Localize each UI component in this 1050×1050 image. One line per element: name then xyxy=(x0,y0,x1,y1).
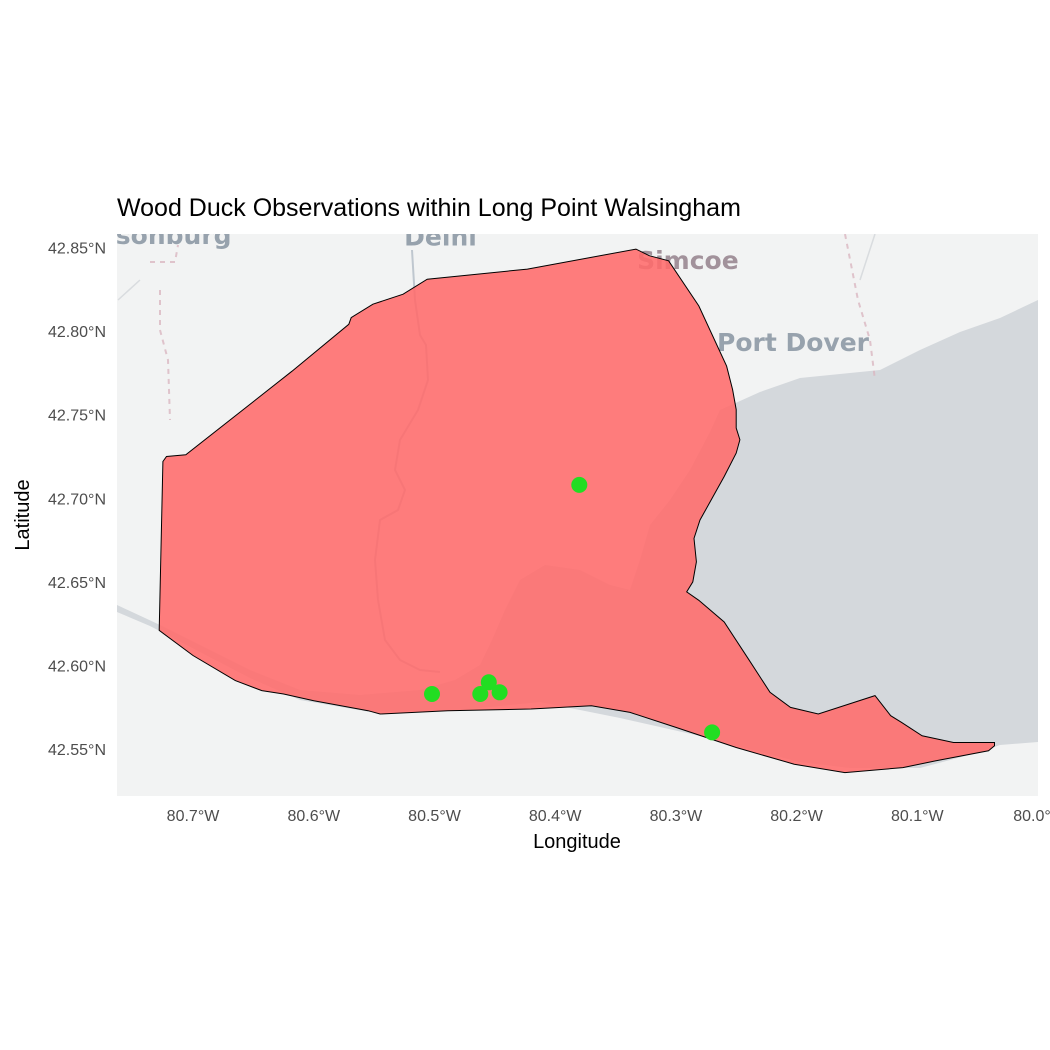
x-tick-label: 80.6°W xyxy=(287,808,341,825)
observation-point xyxy=(704,724,721,741)
basemap-lake-erie xyxy=(117,300,1038,768)
observation-point xyxy=(424,686,440,702)
y-tick-label: 42.80°N xyxy=(48,324,106,341)
basemap-place-labels: sonburg Delhi Simcoe Port Dover xyxy=(116,221,870,357)
x-tick-label: 80.2°W xyxy=(770,808,824,825)
x-tick-label: 80.1°W xyxy=(891,808,945,825)
y-tick-label: 42.65°N xyxy=(48,575,106,592)
y-tick-label: 42.70°N xyxy=(48,491,106,508)
x-tick-label: 80.5°W xyxy=(408,808,462,825)
basemap-road xyxy=(150,244,179,421)
map-panel: sonburg Delhi Simcoe Port Dover xyxy=(116,221,1038,796)
x-tick-label: 80.0° xyxy=(1013,808,1050,825)
y-tick-label: 42.55°N xyxy=(48,742,106,759)
observation-point xyxy=(571,476,588,493)
long-point-walsingham-region xyxy=(158,248,995,774)
basemap-road-2 xyxy=(844,234,876,381)
place-label-sonburg: sonburg xyxy=(116,221,232,250)
y-axis-ticks: 42.85°N 42.80°N 42.75°N 42.70°N 42.65°N 42.60… xyxy=(48,240,106,759)
y-tick-label: 42.60°N xyxy=(48,659,106,676)
x-tick-label: 80.4°W xyxy=(529,808,583,825)
observation-point xyxy=(472,686,489,702)
y-tick-label: 42.75°N xyxy=(48,408,106,425)
basemap-road-3 xyxy=(117,234,876,301)
observation-points xyxy=(424,476,721,741)
place-label-port-dover: Port Dover xyxy=(717,328,870,357)
y-axis-title: Latitude xyxy=(12,479,34,550)
x-tick-label: 80.7°W xyxy=(167,808,221,825)
observation-point xyxy=(491,684,508,701)
observation-point xyxy=(480,674,497,691)
y-tick-label: 42.85°N xyxy=(48,240,106,257)
x-tick-label: 80.3°W xyxy=(650,808,704,825)
chart-title: Wood Duck Observations within Long Point… xyxy=(117,194,741,222)
place-label-delhi: Delhi xyxy=(404,223,477,252)
x-axis-title: Longitude xyxy=(533,831,621,853)
x-axis-ticks: 80.7°W 80.6°W 80.5°W 80.4°W 80.3°W 80.2°W 80.1… xyxy=(167,808,1050,825)
